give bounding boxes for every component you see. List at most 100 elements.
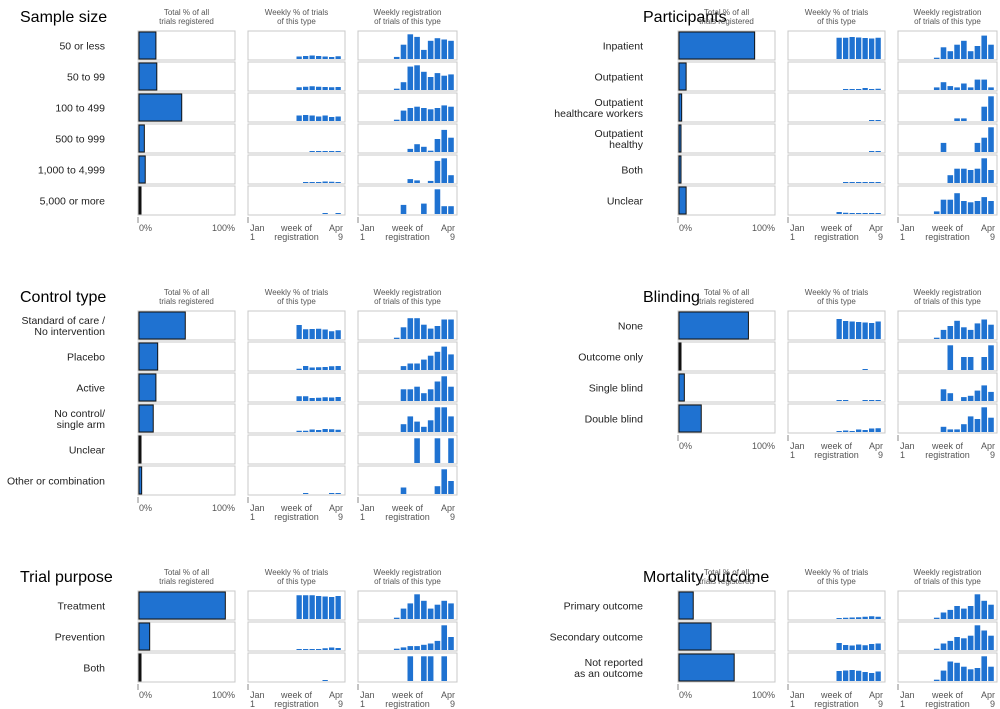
weekly-reg-bar xyxy=(400,389,407,401)
weekly-pct-box xyxy=(787,341,886,372)
pct-tick-100: 100% xyxy=(752,441,775,451)
row-label: Inpatient xyxy=(603,41,643,53)
week-axis-label: week of xyxy=(931,441,964,451)
row-label: Treatment xyxy=(58,601,106,613)
weekly-reg-bar xyxy=(988,201,994,214)
weekly-reg-box xyxy=(357,465,458,496)
weekly-reg-bar xyxy=(448,74,454,90)
weekly-pct-bar xyxy=(316,56,322,59)
weekly-reg-bar xyxy=(434,326,441,339)
weekly-reg-bar xyxy=(988,345,994,370)
row: 50 or less xyxy=(59,30,458,61)
weekly-pct-bar xyxy=(836,431,842,432)
total-bar xyxy=(138,653,142,682)
weekly-reg-bar xyxy=(981,158,988,183)
weekly-reg-bar xyxy=(441,346,448,370)
weekly-reg-bar xyxy=(954,168,960,183)
weekly-reg-box xyxy=(897,403,998,434)
weekly-reg-bar xyxy=(961,397,967,401)
week-axis-label-2: registration xyxy=(385,699,430,709)
total-bar xyxy=(678,591,694,620)
total-bar xyxy=(138,186,142,215)
week-start-day: 1 xyxy=(250,232,255,242)
weekly-reg-bar xyxy=(393,56,400,59)
weekly-pct-bar xyxy=(296,368,302,370)
week-axis-label-2: registration xyxy=(814,450,859,460)
weekly-pct-bar xyxy=(869,89,875,90)
weekly-pct-bar xyxy=(316,596,322,619)
weekly-pct-bar xyxy=(329,57,335,59)
weekly-reg-bar xyxy=(393,119,400,121)
row-label: Both xyxy=(621,165,643,177)
weekly-reg-bar xyxy=(448,354,454,370)
weekly-reg-bar xyxy=(427,77,434,90)
week-end-day: 9 xyxy=(990,450,995,460)
row: Both xyxy=(83,652,458,683)
weekly-reg-box xyxy=(897,92,998,123)
weekly-pct-bar xyxy=(862,213,868,214)
row: Prevention xyxy=(55,621,458,652)
weekly-reg-bar xyxy=(441,158,448,183)
weekly-pct-box xyxy=(247,465,346,496)
total-box xyxy=(137,434,236,465)
column-header-line: Total % of all xyxy=(704,568,750,577)
row-label: Not reported xyxy=(585,657,644,669)
week-axis-label: week of xyxy=(931,690,964,700)
weekly-reg-bar xyxy=(414,421,420,432)
week-axis-label: week of xyxy=(280,690,313,700)
weekly-reg-bar xyxy=(988,417,994,432)
weekly-pct-bar xyxy=(869,38,875,59)
column-header-line: Weekly % of trials xyxy=(265,568,328,577)
weekly-pct-bar xyxy=(322,680,328,681)
row-label: Unclear xyxy=(69,445,106,457)
weekly-reg-bar xyxy=(974,46,981,59)
row-label: Outpatient xyxy=(595,97,644,109)
weekly-reg-bar xyxy=(947,609,954,619)
pct-tick-0: 0% xyxy=(679,441,692,451)
weekly-reg-bar xyxy=(947,661,954,681)
week-start-day: 1 xyxy=(250,699,255,709)
weekly-reg-bar xyxy=(427,180,434,183)
weekly-pct-bar xyxy=(335,182,341,183)
weekly-reg-bar xyxy=(393,88,400,90)
row: 50 to 99 xyxy=(67,61,458,92)
weekly-reg-bar xyxy=(981,357,988,370)
week-end-day: 9 xyxy=(338,232,343,242)
weekly-pct-bar xyxy=(303,115,309,121)
weekly-reg-bar xyxy=(414,363,420,370)
weekly-pct-bar xyxy=(296,325,302,339)
weekly-pct-bar xyxy=(335,429,341,432)
weekly-reg-bar xyxy=(967,329,974,339)
weekly-reg-bar xyxy=(448,40,454,59)
column-header-line: of this type xyxy=(817,17,856,26)
row-label: 5,000 or more xyxy=(40,196,106,208)
weekly-pct-bar xyxy=(316,430,322,432)
weekly-reg-bar xyxy=(940,329,947,339)
weekly-pct-bar xyxy=(843,89,849,90)
weekly-pct-box xyxy=(787,372,886,403)
column-header-line: of trials of this type xyxy=(914,297,981,306)
weekly-pct-bar xyxy=(335,493,341,494)
week-start-day: 1 xyxy=(900,232,905,242)
column-header-line: Weekly registration xyxy=(374,8,442,17)
weekly-reg-bar xyxy=(961,168,967,183)
weekly-pct-bar xyxy=(849,645,855,650)
weekly-pct-bar xyxy=(849,321,855,339)
row-label: Active xyxy=(76,383,105,395)
week-end-day: 9 xyxy=(338,512,343,522)
total-box xyxy=(137,403,236,434)
weekly-pct-bar xyxy=(849,431,855,432)
total-bar xyxy=(138,124,145,153)
weekly-reg-bar xyxy=(414,180,420,183)
row-label: 50 to 99 xyxy=(67,72,105,84)
pct-tick-100: 100% xyxy=(752,690,775,700)
weekly-pct-bar xyxy=(296,430,302,432)
weekly-pct-bar xyxy=(296,595,302,619)
